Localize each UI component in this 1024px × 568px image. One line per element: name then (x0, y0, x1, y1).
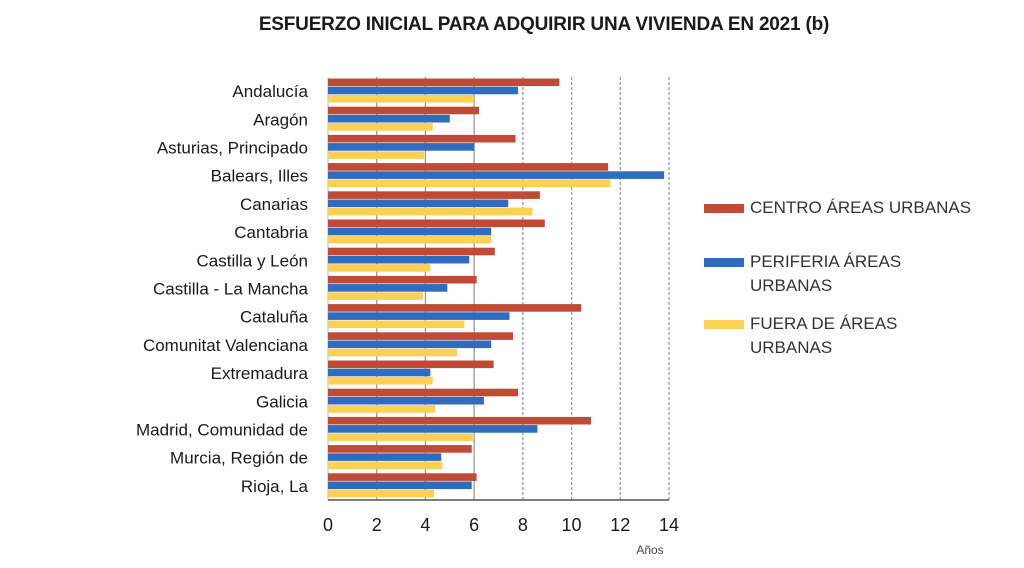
bar (328, 207, 533, 216)
category-label: Castilla - La Mancha (153, 280, 309, 299)
category-label: Castilla y León (196, 251, 308, 270)
bar (328, 123, 433, 131)
bar (328, 219, 545, 228)
bar (328, 360, 494, 369)
x-axis-ticks: 0 2 4 6 8 10 12 14 (323, 515, 679, 535)
bar (328, 340, 492, 349)
category-label: Cantabria (234, 223, 308, 242)
bar (328, 284, 448, 292)
tick-label: 12 (610, 515, 630, 535)
bar (328, 473, 477, 481)
bar (328, 171, 665, 179)
legend-label-periferia: PERIFERIA ÁREAS URBANAS (750, 252, 902, 295)
category-label: Balears, Illes (211, 167, 308, 186)
category-label: Extremadura (211, 364, 309, 383)
tick-label: 0 (323, 515, 333, 535)
tick-label: 14 (659, 515, 679, 535)
bar (328, 86, 518, 95)
bar (328, 199, 509, 208)
category-label: Aragón (253, 110, 308, 129)
bar (328, 94, 475, 103)
category-label: Madrid, Comunidad de (136, 421, 308, 440)
bar (328, 114, 450, 123)
bar (328, 445, 472, 453)
bar (328, 227, 492, 236)
bar (328, 368, 431, 377)
legend-item-periferia: PERIFERIA ÁREAS URBANAS (704, 250, 935, 298)
legend: CENTRO ÁREAS URBANAS PERIFERIA ÁREAS URB… (704, 196, 1024, 360)
legend-swatch-centro (704, 204, 744, 213)
bar (328, 396, 484, 405)
tick-label: 10 (562, 515, 582, 535)
bar (328, 163, 609, 171)
legend-swatch-periferia (704, 258, 744, 267)
category-labels: Andalucía Aragón Asturias, Principado Balea… (136, 82, 309, 496)
category-label: Rioja, La (241, 477, 309, 496)
category-label: Cataluña (240, 308, 309, 327)
chart-title: ESFUERZO INICIAL PARA ADQUIRIR UNA VIVIE… (258, 14, 830, 35)
bar (328, 433, 473, 441)
bar (328, 320, 465, 329)
bar (328, 304, 582, 312)
category-label: Comunitat Valenciana (143, 336, 309, 355)
category-label: Murcia, Región de (170, 449, 308, 468)
tick-label: 4 (420, 515, 430, 535)
bar (328, 191, 540, 199)
legend-label-fuera: FUERA DE ÁREAS URBANAS (750, 314, 898, 357)
bar (328, 106, 480, 115)
bar (328, 332, 514, 340)
category-label: Galicia (256, 392, 309, 411)
bar (328, 78, 560, 87)
bar (328, 247, 495, 256)
bar (328, 348, 458, 357)
bar (328, 489, 434, 498)
bar (328, 405, 436, 413)
category-label: Asturias, Principado (157, 139, 308, 158)
tick-label: 6 (469, 515, 479, 535)
legend-swatch-fuera (704, 320, 744, 329)
bar (328, 264, 431, 272)
bar (328, 134, 516, 143)
bar (328, 151, 425, 159)
tick-label: 8 (518, 515, 528, 535)
tick-label: 2 (372, 515, 382, 535)
bar (328, 453, 442, 461)
bar (328, 312, 510, 320)
legend-item-centro: CENTRO ÁREAS URBANAS (704, 196, 1024, 220)
x-axis-label: Años (636, 543, 663, 557)
category-label: Canarias (240, 195, 308, 214)
bars (328, 78, 665, 498)
legend-label-centro: CENTRO ÁREAS URBANAS (750, 198, 972, 217)
bar (328, 292, 423, 300)
bar (328, 235, 492, 244)
category-label: Andalucía (232, 82, 308, 101)
bar (328, 461, 443, 470)
bar (328, 143, 475, 151)
bar (328, 416, 592, 425)
bar (328, 275, 477, 284)
bar (328, 255, 470, 264)
bar (328, 481, 472, 490)
bar (328, 388, 518, 397)
bar (328, 179, 611, 188)
bar (328, 376, 433, 385)
legend-item-fuera: FUERA DE ÁREAS URBANAS (704, 312, 935, 360)
bar (328, 425, 538, 433)
